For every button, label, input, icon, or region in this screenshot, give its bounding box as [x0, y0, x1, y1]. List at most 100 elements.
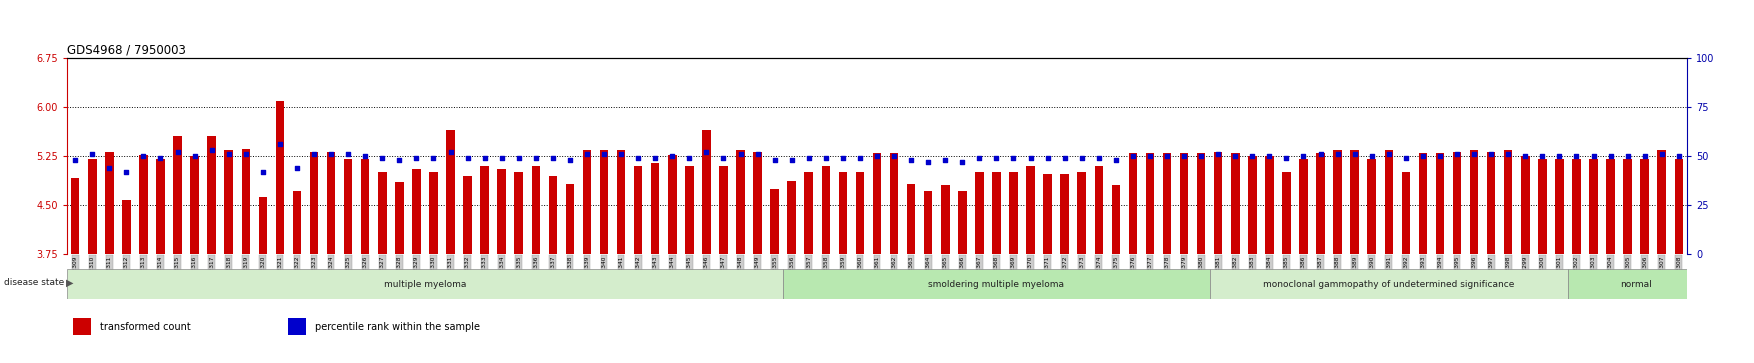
Point — [1272, 155, 1300, 161]
Point — [1375, 151, 1403, 157]
Point — [709, 155, 737, 161]
Bar — [737, 150, 745, 254]
Point — [1068, 155, 1096, 161]
Point — [1137, 153, 1165, 159]
Bar — [498, 169, 505, 254]
Point — [1289, 153, 1317, 159]
Point — [79, 151, 107, 157]
Bar — [1503, 150, 1512, 254]
Point — [1426, 153, 1454, 159]
Bar — [288, 318, 305, 335]
Bar — [1249, 156, 1256, 254]
Point — [1580, 153, 1608, 159]
Point — [437, 149, 465, 155]
Text: ▶: ▶ — [67, 277, 74, 287]
Point — [1307, 151, 1335, 157]
Point — [1494, 151, 1522, 157]
Bar — [105, 151, 114, 254]
Bar — [70, 178, 79, 254]
Bar — [1094, 166, 1103, 254]
Bar — [310, 151, 317, 254]
Point — [1084, 155, 1112, 161]
Point — [914, 159, 942, 165]
Bar — [1210, 269, 1568, 299]
Bar — [1384, 150, 1393, 254]
Point — [198, 147, 226, 153]
Bar — [1077, 172, 1086, 254]
Bar — [1487, 151, 1496, 254]
Point — [777, 157, 805, 163]
Bar — [1112, 185, 1121, 254]
Point — [965, 155, 993, 161]
Point — [1170, 153, 1198, 159]
Bar — [1265, 156, 1273, 254]
Point — [761, 157, 789, 163]
Point — [300, 151, 328, 157]
Point — [521, 155, 549, 161]
Point — [931, 157, 959, 163]
Bar — [242, 149, 251, 254]
Bar — [924, 191, 933, 254]
Point — [317, 151, 346, 157]
Bar — [412, 169, 421, 254]
Bar — [1607, 159, 1615, 254]
Bar — [88, 159, 96, 254]
Point — [830, 155, 858, 161]
Point — [863, 153, 891, 159]
Bar — [1061, 174, 1068, 254]
Bar — [1470, 150, 1479, 254]
Bar — [1300, 159, 1308, 254]
Point — [556, 157, 584, 163]
Bar — [958, 191, 966, 254]
Bar — [1538, 159, 1547, 254]
Point — [267, 142, 295, 147]
Bar — [805, 172, 814, 254]
Bar — [600, 150, 609, 254]
Bar — [1640, 159, 1649, 254]
Point — [163, 149, 191, 155]
Bar — [686, 166, 693, 254]
Point — [1324, 151, 1352, 157]
Point — [505, 155, 533, 161]
Bar — [463, 176, 472, 254]
Bar — [1214, 151, 1223, 254]
Point — [589, 151, 617, 157]
Bar — [344, 159, 353, 254]
Point — [282, 165, 310, 171]
Bar — [258, 197, 267, 254]
Point — [675, 155, 703, 161]
Point — [812, 155, 840, 161]
Point — [1614, 153, 1642, 159]
Point — [1119, 153, 1147, 159]
Bar — [74, 318, 91, 335]
Bar — [1282, 172, 1291, 254]
Point — [1221, 153, 1249, 159]
Point — [744, 151, 772, 157]
Bar — [1196, 153, 1205, 254]
Point — [1238, 153, 1266, 159]
Bar — [1333, 150, 1342, 254]
Bar — [123, 200, 130, 254]
Bar — [788, 181, 796, 254]
Point — [1102, 157, 1130, 163]
Point — [845, 155, 873, 161]
Bar — [207, 136, 216, 254]
Point — [130, 153, 158, 159]
Bar — [549, 176, 558, 254]
Bar — [139, 155, 147, 254]
Point — [1152, 153, 1180, 159]
Bar — [1624, 159, 1631, 254]
Text: normal: normal — [1621, 280, 1652, 289]
Point — [249, 169, 277, 175]
Bar — [907, 184, 916, 254]
Bar — [1351, 150, 1359, 254]
Bar — [225, 150, 233, 254]
Bar — [174, 136, 182, 254]
Point — [146, 155, 174, 161]
Bar — [770, 189, 779, 254]
Point — [538, 155, 567, 161]
Point — [982, 155, 1010, 161]
Bar — [702, 130, 710, 254]
Bar — [873, 153, 881, 254]
Bar — [1572, 159, 1580, 254]
